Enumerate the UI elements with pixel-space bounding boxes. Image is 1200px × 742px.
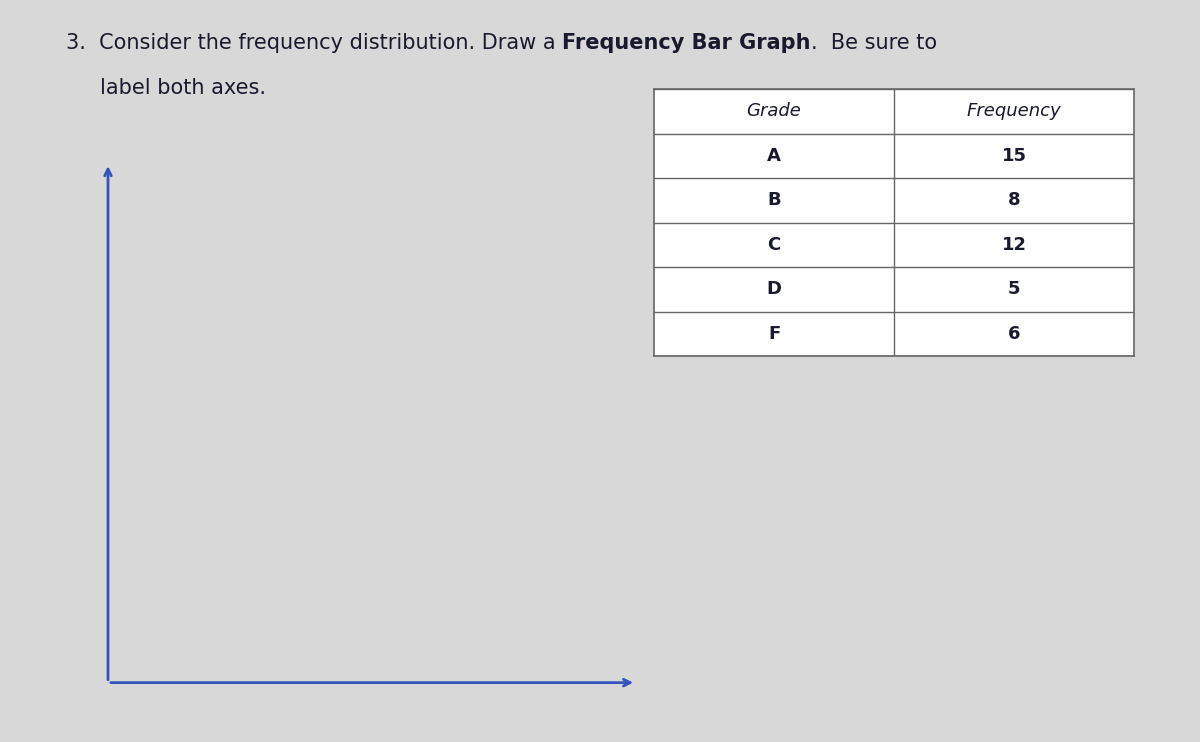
Text: D: D (767, 280, 781, 298)
Text: 3.  Consider the frequency distribution. Draw a: 3. Consider the frequency distribution. … (66, 33, 563, 53)
Text: 5: 5 (1008, 280, 1020, 298)
Text: Frequency: Frequency (967, 102, 1061, 120)
Text: F: F (768, 325, 780, 343)
Text: 12: 12 (1002, 236, 1026, 254)
Text: A: A (767, 147, 781, 165)
Text: Frequency Bar Graph: Frequency Bar Graph (563, 33, 811, 53)
Text: 6: 6 (1008, 325, 1020, 343)
Text: B: B (767, 191, 781, 209)
Text: Grade: Grade (746, 102, 802, 120)
Text: C: C (767, 236, 781, 254)
Text: .  Be sure to: . Be sure to (811, 33, 937, 53)
Text: 8: 8 (1008, 191, 1020, 209)
Text: label both axes.: label both axes. (100, 78, 265, 98)
Text: 15: 15 (1002, 147, 1026, 165)
